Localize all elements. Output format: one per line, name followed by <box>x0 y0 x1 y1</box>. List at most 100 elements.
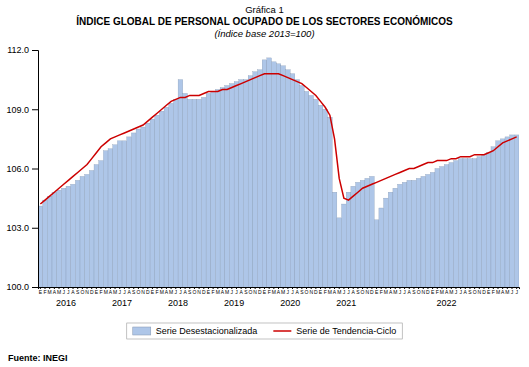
legend-item: Serie de Tendencia-Ciclo <box>273 326 396 336</box>
legend-swatch <box>133 327 151 335</box>
x-tick: J <box>343 287 346 295</box>
legend-item: Serie Desestacionalizada <box>133 326 258 336</box>
x-tick-label: J <box>287 289 290 295</box>
x-tick-label: M <box>337 289 341 295</box>
bar <box>286 70 291 287</box>
x-tick: N <box>477 287 481 295</box>
bar <box>229 84 234 287</box>
x-tick: F <box>43 287 46 295</box>
bar <box>52 192 57 287</box>
x-tick: E <box>263 287 267 295</box>
x-tick: E <box>487 287 491 295</box>
x-tick-label: D <box>426 289 430 295</box>
x-tick-label: M <box>496 289 500 295</box>
y-tick-mark <box>32 50 38 51</box>
x-tick: A <box>239 287 243 295</box>
bar <box>155 115 160 287</box>
bar <box>402 182 407 287</box>
x-tick: F <box>100 287 103 295</box>
x-tick-label: M <box>160 289 164 295</box>
x-tick-label: N <box>477 289 481 295</box>
y-tick-mark <box>32 228 38 229</box>
x-tick-label: S <box>132 289 136 295</box>
x-tick-label: A <box>71 289 75 295</box>
y-tick: 109.0 <box>6 105 38 115</box>
x-tick-label: J <box>175 289 178 295</box>
bar <box>197 99 202 287</box>
title: ÍNDICE GLOBAL DE PERSONAL OCUPADO DE LOS… <box>76 15 453 27</box>
x-tick: F <box>268 287 271 295</box>
x-tick-label: O <box>136 289 140 295</box>
x-tick-label: N <box>253 289 257 295</box>
bar <box>398 184 403 287</box>
x-tick: N <box>365 287 369 295</box>
y-axis-line <box>32 51 39 288</box>
x-tick: M <box>281 287 285 295</box>
x-tick-label: D <box>202 289 206 295</box>
x-tick-label: M <box>505 289 509 295</box>
x-tick: S <box>244 287 248 295</box>
x-tick: A <box>408 287 412 295</box>
bar <box>463 159 468 287</box>
x-tick: O <box>473 287 477 295</box>
bar <box>328 117 333 287</box>
x-tick: J <box>179 287 182 295</box>
x-tick-label: M <box>328 289 332 295</box>
y-tick-label: 106.0 <box>6 164 29 174</box>
plot: 100.0103.0106.0109.0112.0EFMAMJJASONDEFM… <box>6 45 519 367</box>
bar <box>407 180 412 287</box>
x-tick-label: S <box>356 289 360 295</box>
x-tick-label: O <box>80 289 84 295</box>
x-tick-label: F <box>436 289 439 295</box>
x-tick: M <box>440 287 444 295</box>
y-tick: 106.0 <box>6 164 38 174</box>
bar <box>136 129 141 287</box>
bar <box>173 99 178 287</box>
x-tick: M <box>337 287 341 295</box>
bar <box>304 91 309 287</box>
x-tick-label: F <box>43 289 46 295</box>
y-tick: 103.0 <box>6 223 38 233</box>
bar <box>416 178 421 287</box>
bar <box>346 192 351 287</box>
x-tick: J <box>231 287 234 295</box>
bar <box>225 86 230 287</box>
x-tick: M <box>48 287 52 295</box>
x-tick: M <box>272 287 276 295</box>
bar <box>458 159 463 287</box>
x-tick: J <box>459 287 462 295</box>
x-tick: E <box>39 287 43 295</box>
x-tick: M <box>393 287 397 295</box>
x-tick-label: M <box>384 289 388 295</box>
x-tick: E <box>95 287 99 295</box>
x-tick: J <box>403 287 406 295</box>
y-tick-label: 103.0 <box>6 223 29 233</box>
bar <box>108 149 113 287</box>
bar <box>243 80 248 287</box>
x-tick-label: S <box>188 289 192 295</box>
bar <box>491 147 496 287</box>
x-tick-label: D <box>90 289 94 295</box>
x-tick-label: J <box>118 289 121 295</box>
x-tick: M <box>505 287 509 295</box>
x-tick-label: N <box>85 289 89 295</box>
bar <box>360 180 365 287</box>
bar <box>192 99 197 287</box>
x-tick: J <box>347 287 350 295</box>
bar <box>449 163 454 287</box>
y-tick: 100.0 <box>6 282 38 292</box>
bar <box>379 208 384 287</box>
x-tick: M <box>328 287 332 295</box>
x-tick: F <box>212 287 215 295</box>
marks <box>38 58 519 287</box>
bar <box>75 180 80 287</box>
y-tick-mark <box>32 169 38 170</box>
bar <box>435 169 440 288</box>
bar <box>500 139 505 287</box>
bar <box>239 80 244 287</box>
bar <box>384 198 389 287</box>
bar <box>276 64 281 287</box>
bar <box>440 167 445 287</box>
x-tick-label: A <box>296 289 300 295</box>
x-tick-label: D <box>482 289 486 295</box>
